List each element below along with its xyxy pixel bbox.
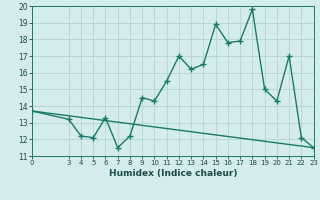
X-axis label: Humidex (Indice chaleur): Humidex (Indice chaleur) xyxy=(108,169,237,178)
